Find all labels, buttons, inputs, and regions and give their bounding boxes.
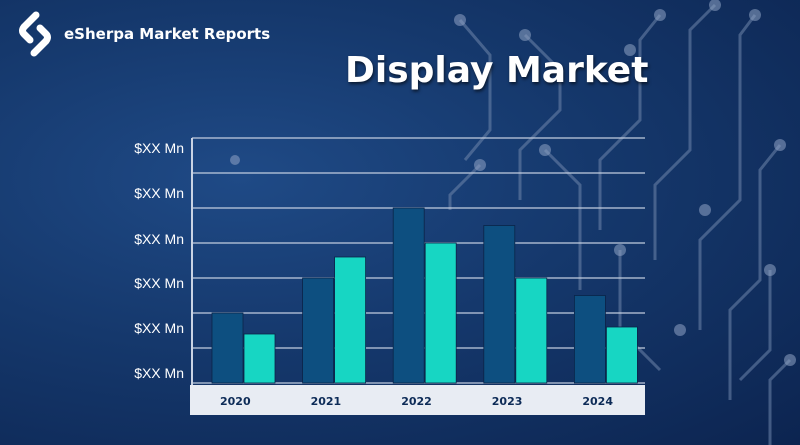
brand-header: eSherpa Market Reports bbox=[10, 8, 270, 60]
bar-2024-series-2 bbox=[606, 326, 638, 384]
x-tick-label: 2023 bbox=[492, 395, 523, 408]
bar-2020-series-2 bbox=[243, 333, 276, 384]
chart-title: Display Market bbox=[345, 50, 649, 91]
y-tick-label: $XX Mn bbox=[134, 365, 184, 381]
bar-2021-series-2 bbox=[334, 256, 367, 384]
x-tick-label: 2022 bbox=[401, 395, 432, 408]
bar-2021-series-1 bbox=[302, 277, 335, 384]
y-tick-label: $XX Mn bbox=[134, 275, 184, 291]
y-tick-label: $XX Mn bbox=[134, 185, 184, 201]
x-axis-panel bbox=[190, 385, 645, 415]
bar-2022-series-2 bbox=[424, 242, 457, 384]
x-tick-label: 2020 bbox=[220, 395, 251, 408]
bar-2020-series-1 bbox=[211, 312, 244, 384]
y-tick-label: $XX Mn bbox=[134, 140, 184, 156]
esherpa-logo-icon bbox=[19, 11, 51, 57]
y-tick-label: $XX Mn bbox=[134, 320, 184, 336]
bar-2022-series-1 bbox=[392, 207, 425, 384]
y-tick-label: $XX Mn bbox=[134, 231, 184, 247]
bar-2024-series-1 bbox=[574, 295, 606, 384]
brand-name: eSherpa Market Reports bbox=[64, 25, 271, 43]
bar-2023-series-1 bbox=[483, 225, 516, 384]
bar-2023-series-2 bbox=[515, 277, 548, 384]
x-tick-label: 2024 bbox=[582, 395, 613, 408]
x-tick-label: 2021 bbox=[311, 395, 342, 408]
